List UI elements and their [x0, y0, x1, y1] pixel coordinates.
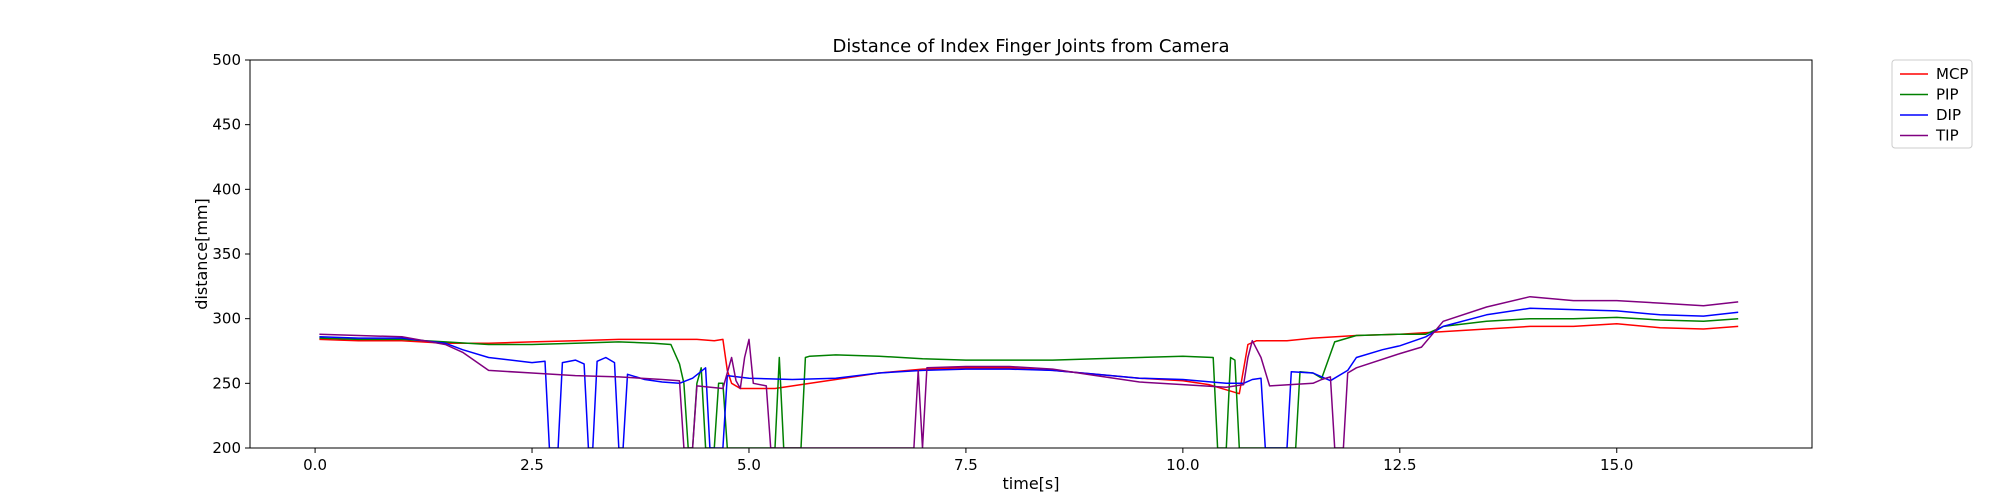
x-tick-label: 5.0	[737, 456, 761, 474]
x-axis: 0.0 2.5 5.0 7.5 10.0 12.5 15.0	[303, 448, 1633, 474]
series-line-dip	[319, 307, 1739, 448]
x-tick-label: 12.5	[1383, 456, 1416, 474]
x-tick-label: 0.0	[303, 456, 327, 474]
x-axis-label: time[s]	[1003, 474, 1060, 493]
y-tick-label: 450	[212, 116, 241, 134]
y-tick-label: 350	[212, 245, 241, 263]
y-axis-label: distance[mm]	[192, 198, 211, 309]
series-line-tip	[319, 295, 1739, 448]
x-tick-label: 7.5	[954, 456, 978, 474]
chart-title: Distance of Index Finger Joints from Cam…	[833, 36, 1230, 57]
legend-label-mcp: MCP	[1936, 65, 1968, 83]
x-tick-label: 10.0	[1166, 456, 1199, 474]
legend-label-dip: DIP	[1936, 106, 1961, 124]
legend: MCP PIP DIP TIP	[1891, 59, 1973, 149]
y-tick-label: 400	[212, 180, 241, 198]
y-axis: 200 250 300 350 400 450 500	[212, 51, 250, 457]
x-tick-label: 2.5	[520, 456, 544, 474]
y-tick-label: 500	[212, 51, 241, 69]
legend-label-tip: TIP	[1935, 127, 1959, 145]
y-tick-label: 300	[212, 310, 241, 328]
series-line-pip	[319, 316, 1739, 448]
y-tick-label: 200	[212, 439, 241, 457]
legend-frame	[1891, 59, 1973, 149]
x-tick-label: 15.0	[1600, 456, 1633, 474]
legend-label-pip: PIP	[1936, 86, 1959, 104]
series-layer	[319, 295, 1739, 448]
y-tick-label: 250	[212, 374, 241, 392]
series-line-mcp	[319, 323, 1739, 395]
